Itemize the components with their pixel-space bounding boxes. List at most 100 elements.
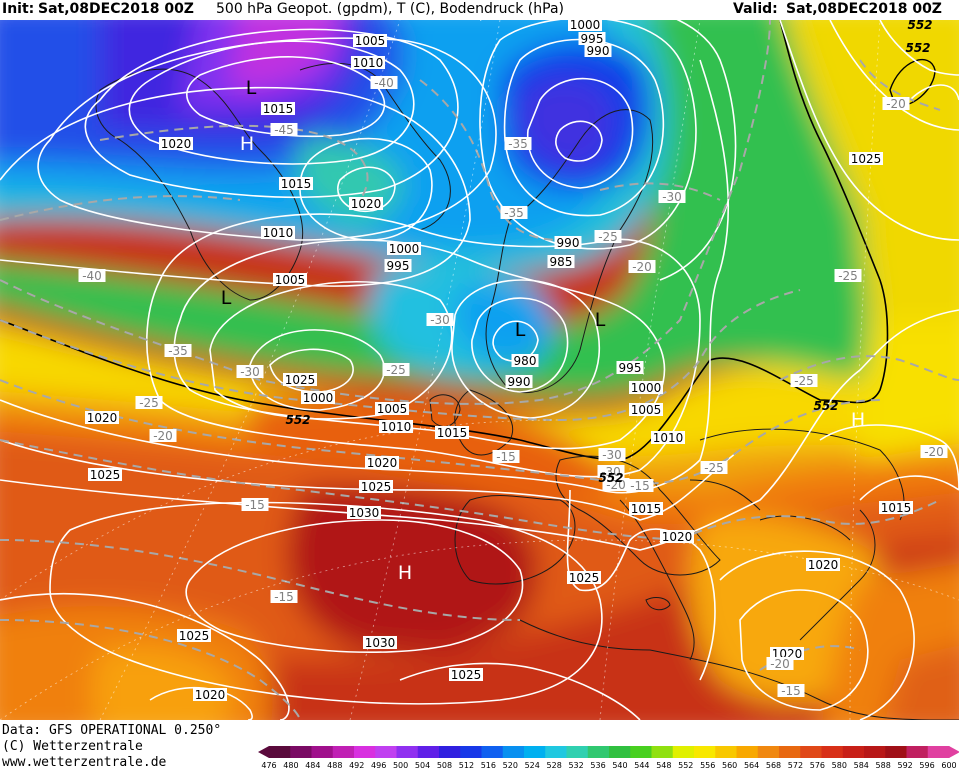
isobar-label-bg bbox=[651, 431, 685, 444]
isotherm-label-bg bbox=[270, 590, 298, 603]
weather-map: 1005101010151020101510101005102010009951… bbox=[0, 20, 959, 720]
color-scale-label: 592 bbox=[897, 761, 913, 770]
isotherm-label-bg bbox=[597, 465, 625, 478]
isobar-label: 1010 bbox=[653, 431, 684, 445]
isobar-label: 1000 bbox=[303, 391, 334, 405]
isobar-label: 1015 bbox=[631, 502, 662, 516]
color-scale-label: 528 bbox=[546, 761, 562, 770]
isobar-label: 990 bbox=[587, 44, 610, 58]
isobar-label-bg bbox=[85, 411, 119, 424]
geopotential-552-contour bbox=[0, 20, 889, 461]
isobar-label: 1015 bbox=[263, 102, 294, 116]
isobar-label-bg bbox=[283, 373, 317, 386]
isobar-label-bg bbox=[660, 530, 694, 543]
geopotential-label: 552 bbox=[598, 471, 623, 485]
color-scale-segment bbox=[821, 746, 844, 758]
isotherm-label-bg bbox=[658, 190, 686, 203]
isotherm-label: -15 bbox=[274, 590, 294, 604]
color-scale-label: 492 bbox=[349, 761, 365, 770]
isobar-label: 980 bbox=[514, 354, 537, 368]
color-scale-segment bbox=[417, 746, 440, 758]
geopotential-labels: 552 552 552 552 552 bbox=[285, 20, 932, 485]
isobar-label-bg bbox=[177, 629, 211, 642]
isobar-label: 1020 bbox=[808, 558, 839, 572]
color-scale-label: 536 bbox=[590, 761, 606, 770]
geopotential-label: 552 bbox=[285, 413, 310, 427]
isobar-label-bg bbox=[584, 44, 612, 57]
isotherm-label-bg bbox=[236, 365, 264, 378]
isobar-label-bg bbox=[273, 273, 307, 286]
isobar-label-bg bbox=[505, 375, 533, 388]
isobar-label-bg bbox=[387, 242, 421, 255]
high-pressure-center: H bbox=[851, 409, 865, 431]
color-scale-segment bbox=[800, 746, 822, 758]
color-scale-label: 584 bbox=[853, 761, 869, 770]
isobar-label-bg bbox=[363, 636, 397, 649]
isotherm-label: -30 bbox=[430, 313, 450, 327]
isobar-label-bg bbox=[349, 197, 383, 210]
isobar-label-bg bbox=[379, 420, 413, 433]
isobar-label: 1000 bbox=[631, 381, 662, 395]
isotherm-label: -20 bbox=[770, 657, 790, 671]
pressure-centers: L H L L L H H bbox=[221, 77, 865, 584]
isobar-label: 995 bbox=[387, 259, 410, 273]
color-scale-segment bbox=[502, 746, 525, 758]
isotherm-label-bg bbox=[766, 657, 794, 670]
isobar-label: 1015 bbox=[281, 177, 312, 191]
isobar-label: 1015 bbox=[881, 501, 912, 515]
color-scale-label: 516 bbox=[480, 761, 496, 770]
geopotential-label: 552 bbox=[905, 41, 930, 55]
color-scale-left-arrow bbox=[258, 746, 269, 758]
website-link[interactable]: www.wetterzentrale.de bbox=[2, 755, 167, 770]
color-scale-segment bbox=[651, 746, 674, 758]
isotherm-label-bg bbox=[504, 137, 532, 150]
color-scale-segment bbox=[311, 746, 334, 758]
isotherm-label: -20 bbox=[606, 478, 626, 492]
color-scale-label: 484 bbox=[305, 761, 321, 770]
color-scale-label: 576 bbox=[809, 761, 826, 770]
color-scale-label: 568 bbox=[765, 761, 782, 770]
color-scale-segment bbox=[587, 746, 610, 758]
color-scale-label: 556 bbox=[700, 761, 716, 770]
color-scale-segment bbox=[524, 746, 546, 758]
isotherm-label: -15 bbox=[245, 498, 265, 512]
isobar-label: 1020 bbox=[367, 456, 398, 470]
isotherm-label-bg bbox=[594, 230, 622, 243]
color-scale-label: 520 bbox=[502, 761, 518, 770]
isobar-label-bg bbox=[159, 137, 193, 150]
isobar-label-bg bbox=[629, 502, 663, 515]
isobar-label: 1020 bbox=[351, 197, 382, 211]
color-scale-label: 588 bbox=[875, 761, 891, 770]
isobar-label-bg bbox=[547, 255, 575, 268]
isotherm-label-bg bbox=[628, 260, 656, 273]
color-scale-label: 500 bbox=[392, 761, 409, 770]
map-description: 500 hPa Geopot. (gpdm), T (C), Bodendruc… bbox=[216, 1, 564, 17]
low-pressure-center: L bbox=[221, 287, 232, 309]
color-scale-label: 548 bbox=[656, 761, 672, 770]
color-scale-segment bbox=[672, 746, 695, 758]
temperature-labels: -40 -45 -35 -35 -30 -25 -20 -40 -35 -30 -30 -25 -25 -… bbox=[78, 76, 948, 698]
low-pressure-center: L bbox=[246, 77, 257, 99]
isobar-label-bg bbox=[375, 402, 409, 415]
isobar-label: 995 bbox=[619, 361, 642, 375]
color-scale-segment bbox=[757, 746, 780, 758]
isotherm-label-bg bbox=[492, 450, 520, 463]
color-scale-segment bbox=[332, 746, 355, 758]
isobar-label-bg bbox=[384, 259, 412, 272]
color-scale-segment bbox=[609, 746, 631, 758]
isotherm-label-bg bbox=[149, 429, 177, 442]
isobar-label: 1025 bbox=[569, 571, 600, 585]
isotherm-label: -25 bbox=[794, 374, 814, 388]
isobar-label-bg bbox=[359, 480, 393, 493]
color-scale-label: 552 bbox=[678, 761, 694, 770]
color-scale-segment bbox=[290, 746, 312, 758]
color-scale-label: 480 bbox=[283, 761, 299, 770]
isobar-label-bg bbox=[511, 354, 539, 367]
isotherm-label: -35 bbox=[504, 206, 524, 220]
isotherm-label: -30 bbox=[601, 465, 621, 479]
copyright-text: (C) Wetterzentrale bbox=[2, 739, 143, 754]
isotherm-label-bg bbox=[790, 374, 818, 387]
isobar-label-bg bbox=[806, 558, 840, 571]
isobar-label: 1010 bbox=[381, 420, 412, 434]
isotherm-label-bg bbox=[500, 206, 528, 219]
